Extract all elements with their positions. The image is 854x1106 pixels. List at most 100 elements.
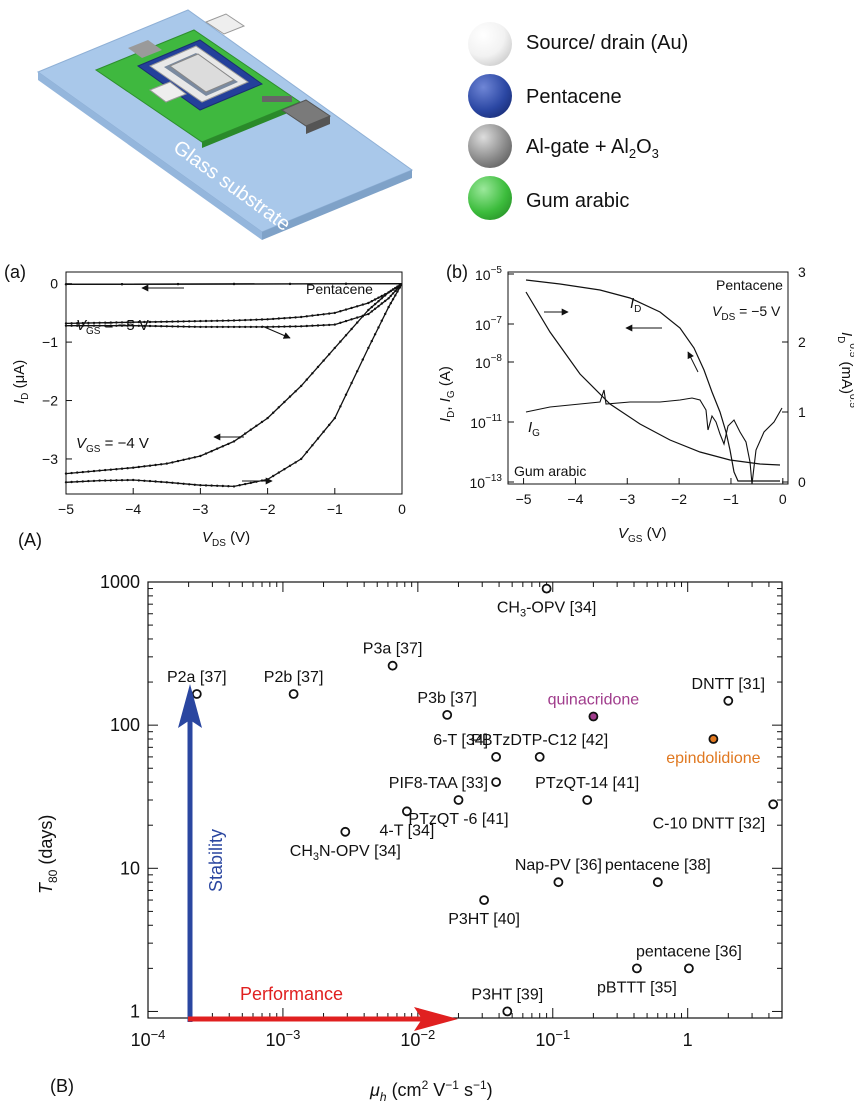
performance-arrowhead xyxy=(414,1007,458,1031)
x-tick-label: −3 xyxy=(192,501,208,517)
data-marker xyxy=(137,465,140,469)
data-marker xyxy=(210,319,213,323)
data-marker xyxy=(380,302,383,305)
y-tick-label: −2 xyxy=(42,393,58,409)
tick-label: 10−2 xyxy=(400,1027,435,1050)
data-point xyxy=(491,777,502,788)
data-marker xyxy=(377,296,380,299)
data-marker xyxy=(266,318,269,321)
data-marker xyxy=(316,437,320,440)
y-tick-label-right: 3 xyxy=(798,264,806,280)
data-marker xyxy=(64,472,68,475)
data-marker xyxy=(283,325,286,328)
data-marker xyxy=(294,461,297,464)
data-marker xyxy=(81,321,85,325)
data-marker xyxy=(154,320,157,324)
data-marker xyxy=(394,286,397,290)
data-marker xyxy=(92,324,96,327)
data-marker xyxy=(120,467,124,470)
data-marker xyxy=(216,319,219,322)
data-marker xyxy=(182,325,185,328)
pentacene-annotation: Pentacene xyxy=(306,281,373,297)
data-marker xyxy=(367,301,370,305)
data-point xyxy=(502,1006,513,1017)
output-characteristics-chart: −5 −4 −3 −2 −1 0−3−2−10 Pentacene VGS = −5 V … xyxy=(11,271,406,549)
data-marker xyxy=(277,406,280,409)
data-marker xyxy=(221,319,224,322)
pentacene-annotation: Pentacene xyxy=(716,277,783,293)
y-axis-label: T80 (days) xyxy=(36,815,60,894)
point-label: P2a [37] xyxy=(167,669,227,686)
data-marker xyxy=(389,289,392,293)
data-marker xyxy=(328,353,331,356)
data-marker xyxy=(249,481,252,485)
data-point xyxy=(479,895,490,906)
data-marker xyxy=(182,320,185,323)
data-marker xyxy=(81,480,85,483)
data-marker xyxy=(126,321,129,324)
data-marker xyxy=(104,468,107,472)
data-marker xyxy=(70,322,73,325)
data-marker xyxy=(350,318,353,321)
data-marker xyxy=(367,346,370,350)
vgs-5-label: VGS = −5 V xyxy=(76,317,149,337)
id-curve xyxy=(525,279,780,482)
tick-label: 10−1 xyxy=(535,1027,570,1050)
data-marker xyxy=(344,308,348,311)
data-point xyxy=(387,660,398,671)
iv-curve xyxy=(65,283,403,488)
data-marker xyxy=(199,325,202,329)
data-marker xyxy=(137,479,140,482)
data-marker xyxy=(249,428,252,431)
data-marker xyxy=(115,321,118,324)
data-marker xyxy=(87,470,90,473)
y-tick-label: 1000 xyxy=(100,572,140,592)
x-axis-label: μh (cm2 V−1 s−1) xyxy=(369,1078,493,1104)
data-marker xyxy=(244,432,247,435)
y-tick-label-right: 2 xyxy=(798,334,806,350)
data-marker xyxy=(339,405,342,408)
data-marker xyxy=(272,474,275,478)
stability-label: Stability xyxy=(206,829,226,892)
x-tick-label: −4 xyxy=(567,491,583,507)
tick-label: 10−5 xyxy=(475,265,502,283)
data-marker xyxy=(148,479,152,483)
data-marker xyxy=(148,320,152,324)
data-marker xyxy=(98,321,101,324)
data-marker xyxy=(377,300,380,303)
data-marker xyxy=(221,325,224,329)
data-marker xyxy=(311,372,314,375)
data-marker xyxy=(373,298,377,301)
data-point xyxy=(491,751,502,762)
data-marker xyxy=(81,324,85,327)
y-tick-label: 100 xyxy=(110,715,140,735)
data-marker xyxy=(380,297,383,300)
x-tick-label: −4 xyxy=(125,501,141,517)
data-marker xyxy=(104,324,107,327)
data-marker xyxy=(255,318,258,321)
data-marker xyxy=(266,478,269,481)
gum-arabic-annotation: Gum arabic xyxy=(514,463,586,479)
data-marker xyxy=(277,325,280,328)
plot-frame xyxy=(507,271,789,485)
data-marker xyxy=(199,454,202,458)
gray-sphere-icon xyxy=(468,124,512,168)
data-marker xyxy=(350,327,353,331)
data-marker xyxy=(227,485,230,488)
ig-curve xyxy=(525,291,781,466)
data-marker xyxy=(92,321,96,325)
data-marker xyxy=(384,312,387,316)
data-marker xyxy=(176,282,180,286)
data-marker xyxy=(238,484,241,487)
tick-label: 1 xyxy=(683,1030,693,1050)
point-label: PTzQT-14 [41] xyxy=(535,775,639,792)
data-marker xyxy=(132,466,135,469)
data-marker xyxy=(143,465,146,468)
data-marker xyxy=(81,470,85,474)
data-marker xyxy=(311,314,314,317)
data-marker xyxy=(76,471,79,474)
panel-label-b: (b) xyxy=(446,262,468,282)
point-label: P3a [37] xyxy=(363,641,423,658)
y-axis-label-right: ID0.5 (mA)0.5 xyxy=(835,332,854,408)
point-label: epindolidione xyxy=(666,750,760,767)
